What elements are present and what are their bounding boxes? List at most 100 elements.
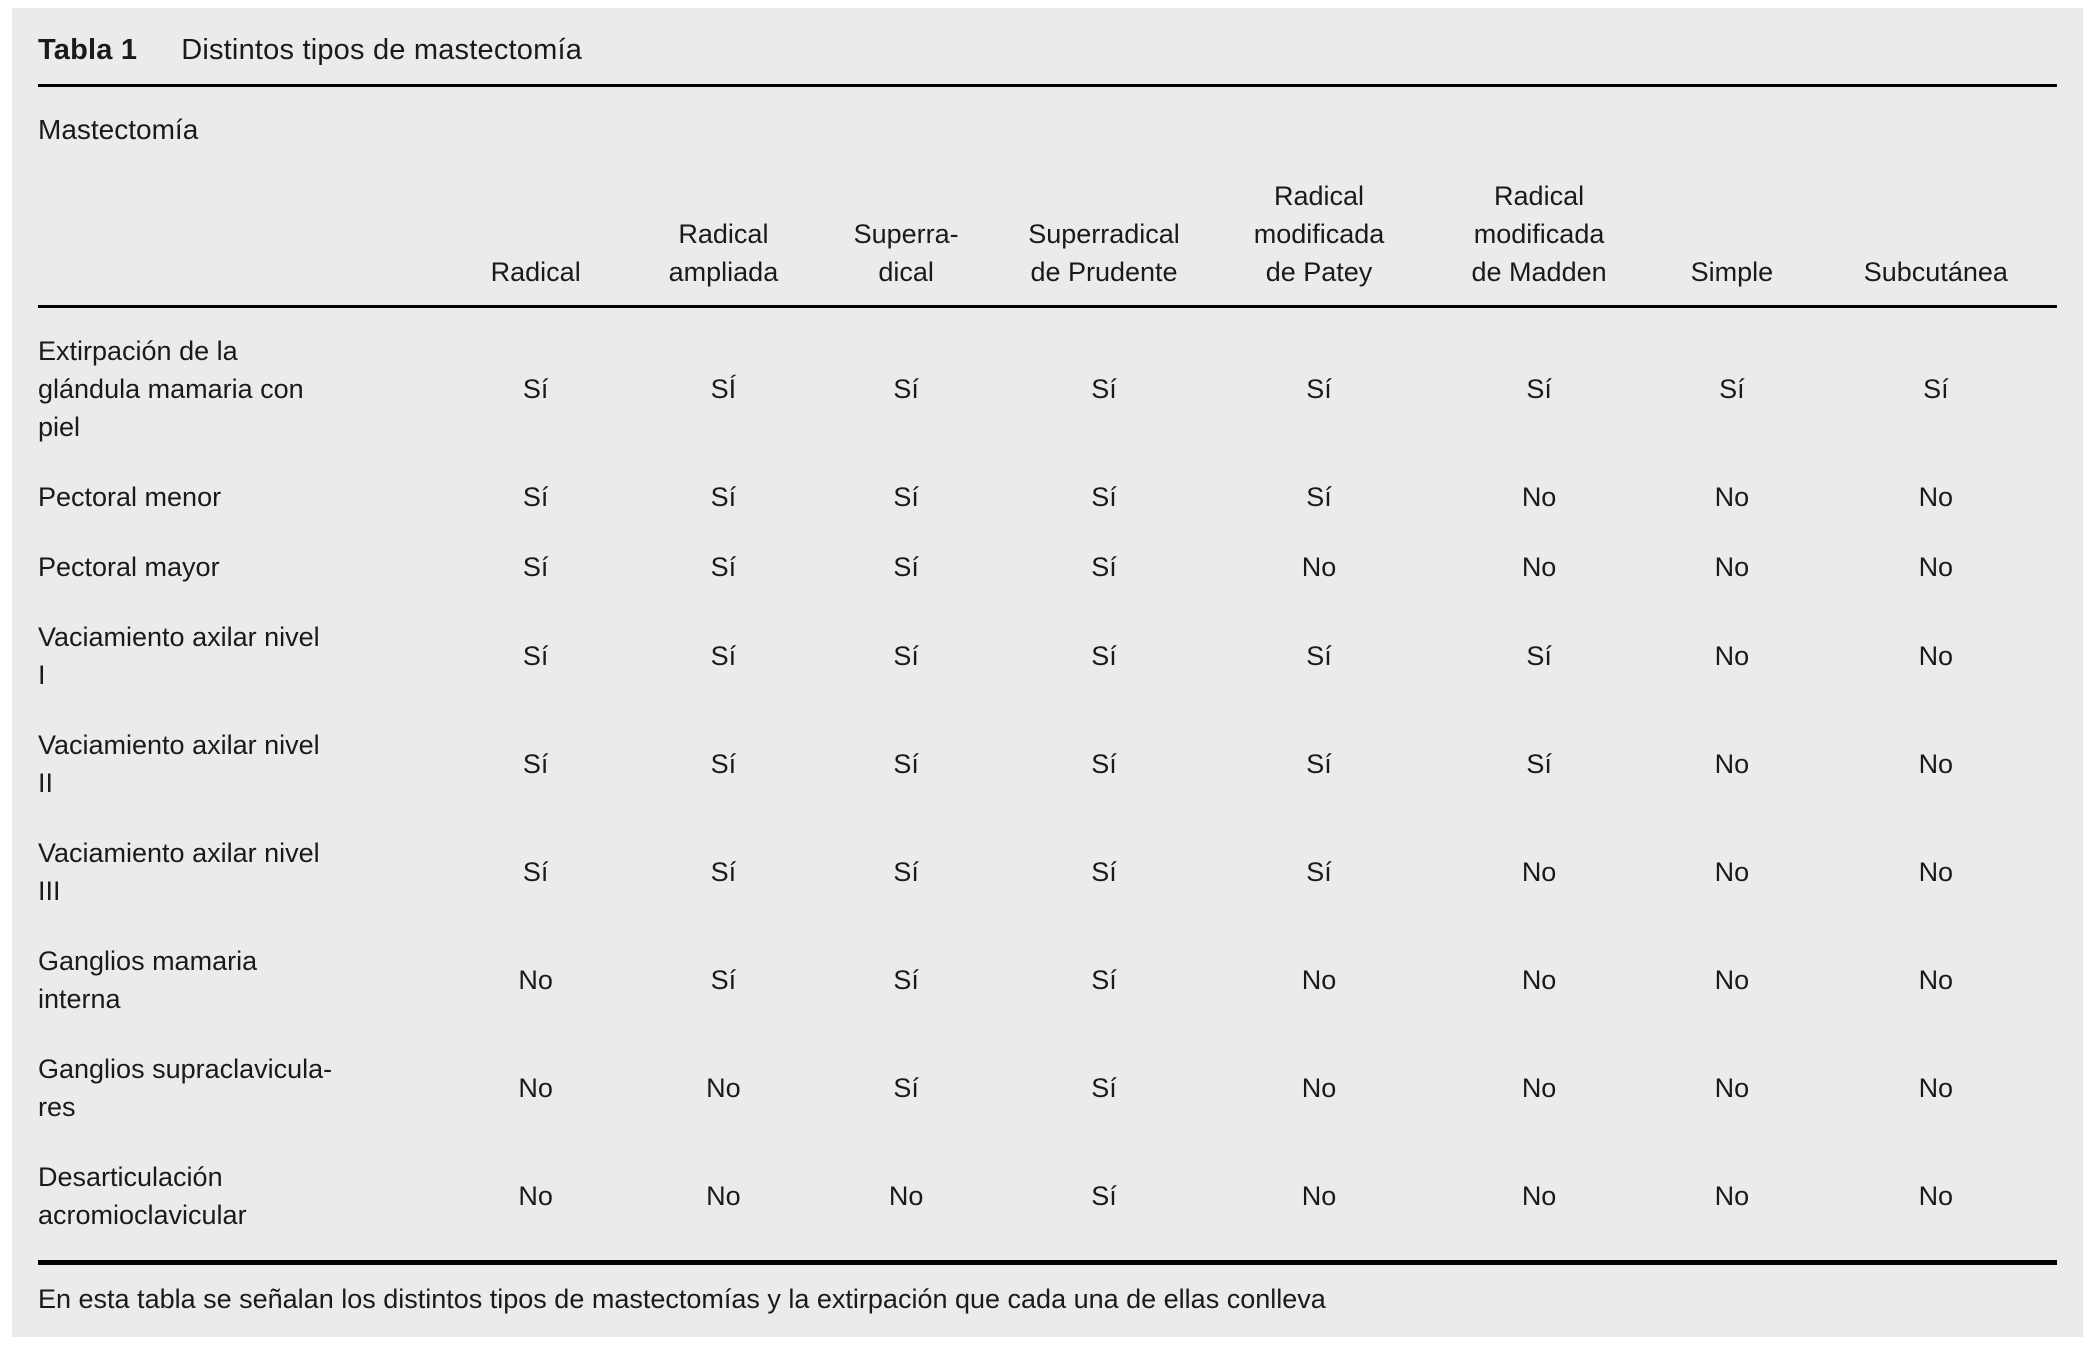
cell-value: No xyxy=(1521,552,1557,582)
cell-value: No xyxy=(1714,749,1750,779)
row-label: Extirpación de la glándula mamaria con p… xyxy=(38,336,304,442)
table-row: Vaciamiento axilar nivel II Sí Sí Sí Sí Sí Sí N… xyxy=(38,710,2057,818)
cell-value: Sí xyxy=(1091,857,1117,887)
cell-value: Sí xyxy=(893,482,919,512)
table-caption-title: Distintos tipos de mastectomía xyxy=(181,34,583,66)
cell-value: No xyxy=(1521,1181,1557,1211)
cell-value: No xyxy=(1918,1073,1954,1103)
cell-value: Sí xyxy=(710,857,737,887)
cell-value: Sí xyxy=(710,749,737,779)
cell-value: No xyxy=(1714,641,1750,671)
row-label: Pectoral mayor xyxy=(38,552,220,582)
cell-value: Sí xyxy=(1091,1073,1117,1103)
cell-value: No xyxy=(1714,552,1750,582)
cell-value: Sí xyxy=(1091,749,1117,779)
table-row: Vaciamiento axilar nivel I Sí Sí Sí Sí Sí Sí No… xyxy=(38,602,2057,710)
cell-value: Sí xyxy=(1091,641,1117,671)
table-row: Extirpación de la glándula mamaria con p… xyxy=(38,307,2057,463)
table-row: Desarticulación acromioclavicular No No No S… xyxy=(38,1142,2057,1250)
cell-value: Sí xyxy=(893,374,919,404)
table-footnote: En esta tabla se señalan los distintos t… xyxy=(38,1284,1326,1314)
cell-value: Sí xyxy=(1091,552,1117,582)
row-label: Vaciamiento axilar nivel I xyxy=(38,622,320,690)
cell-value: Sí xyxy=(1306,482,1332,512)
footnote-divider xyxy=(38,1260,2057,1265)
cell-value: No xyxy=(1521,857,1557,887)
cell-value: No xyxy=(706,1073,741,1103)
cell-value: Sí xyxy=(1091,965,1117,995)
table-row: Ganglios supraclavicula- res No No Sí Sí No No… xyxy=(38,1034,2057,1142)
cell-value: No xyxy=(1714,1073,1750,1103)
cell-value: Sí xyxy=(710,482,737,512)
cell-value: Sí xyxy=(1719,374,1745,404)
cell-value: No xyxy=(1714,482,1750,512)
column-header-radical-ampliada: Radical ampliada xyxy=(633,149,814,308)
cell-value: Sí xyxy=(1306,749,1332,779)
cell-value: No xyxy=(1521,965,1557,995)
cell-value: Sí xyxy=(522,749,549,779)
table-row: Pectoral mayor Sí Sí Sí Sí No No No No xyxy=(38,532,2057,602)
caption-divider xyxy=(38,84,2057,87)
row-label: Ganglios mamaria interna xyxy=(38,946,258,1014)
cell-value: No xyxy=(1918,965,1954,995)
cell-value: No xyxy=(1521,482,1557,512)
table-body: Extirpación de la glándula mamaria con p… xyxy=(38,307,2057,1251)
column-header-simple: Simple xyxy=(1649,149,1815,308)
cell-value: No xyxy=(1521,1073,1557,1103)
cell-value: Sí xyxy=(522,374,549,404)
table-row: Vaciamiento axilar nivel III Sí Sí Sí Sí Sí No… xyxy=(38,818,2057,926)
cell-value: Sí xyxy=(1091,374,1117,404)
table-row: Pectoral menor Sí Sí Sí Sí Sí No No No xyxy=(38,462,2057,532)
cell-value: No xyxy=(1301,552,1337,582)
row-label: Ganglios supraclavicula- res xyxy=(38,1054,333,1122)
cell-value: No xyxy=(888,1181,924,1211)
cell-value: Sí xyxy=(893,749,919,779)
cell-value: Sí xyxy=(1923,374,1949,404)
cell-value: Sí xyxy=(1526,641,1552,671)
cell-value: Sí xyxy=(522,552,549,582)
cell-value: Sí xyxy=(1091,482,1117,512)
cell-value: Sí xyxy=(893,1073,919,1103)
mastectomy-table: Radical Radical ampliada Superra- dical … xyxy=(38,149,2057,1250)
cell-value: Sí xyxy=(893,552,919,582)
cell-value: Sí xyxy=(1306,857,1332,887)
corner-cell xyxy=(38,149,438,308)
cell-value: No xyxy=(518,1073,553,1103)
cell-value: Sí xyxy=(1306,641,1332,671)
column-header-modificada-patey: Radical modificada de Patey xyxy=(1208,149,1430,308)
row-label: Vaciamiento axilar nivel II xyxy=(38,730,320,798)
cell-value: Sí xyxy=(1306,374,1332,404)
table-group-header: Mastectomía xyxy=(38,114,199,145)
cell-value: No xyxy=(518,965,553,995)
cell-value: Sí xyxy=(1526,374,1552,404)
table-header-row: Radical Radical ampliada Superra- dical … xyxy=(38,149,2057,308)
row-label: Pectoral menor xyxy=(38,482,222,512)
column-header-modificada-madden: Radical modificada de Madden xyxy=(1429,149,1650,308)
cell-value: Sí xyxy=(522,641,549,671)
table-caption: Tabla 1 Distintos tipos de mastectomía xyxy=(38,8,2057,70)
cell-value: No xyxy=(1714,857,1750,887)
table-caption-label: Tabla 1 xyxy=(38,34,138,66)
cell-value: Sí xyxy=(522,857,549,887)
column-header-superradical-prudente: Superradical de Prudente xyxy=(999,149,1209,308)
cell-value: No xyxy=(518,1181,553,1211)
cell-value: Sí xyxy=(1091,1181,1117,1211)
column-header-superradical: Superra- dical xyxy=(813,149,1000,308)
column-header-radical: Radical xyxy=(437,149,634,308)
cell-value: Sí xyxy=(1526,749,1552,779)
cell-value: No xyxy=(706,1181,741,1211)
cell-value: No xyxy=(1918,1181,1954,1211)
column-header-subcutanea: Subcutánea xyxy=(1814,149,2057,308)
cell-value: No xyxy=(1301,1073,1337,1103)
cell-value: Sí xyxy=(893,857,919,887)
table-panel: Tabla 1 Distintos tipos de mastectomía Ma… xyxy=(12,8,2083,1337)
cell-value: Sí xyxy=(710,552,737,582)
cell-value: No xyxy=(1918,641,1954,671)
cell-value: No xyxy=(1918,857,1954,887)
cell-value: No xyxy=(1918,749,1954,779)
row-label: Desarticulación acromioclavicular xyxy=(38,1162,247,1230)
table-row: Ganglios mamaria interna No Sí Sí Sí No No No No xyxy=(38,926,2057,1034)
cell-value: Sí xyxy=(893,641,919,671)
cell-value: Sí xyxy=(522,482,549,512)
